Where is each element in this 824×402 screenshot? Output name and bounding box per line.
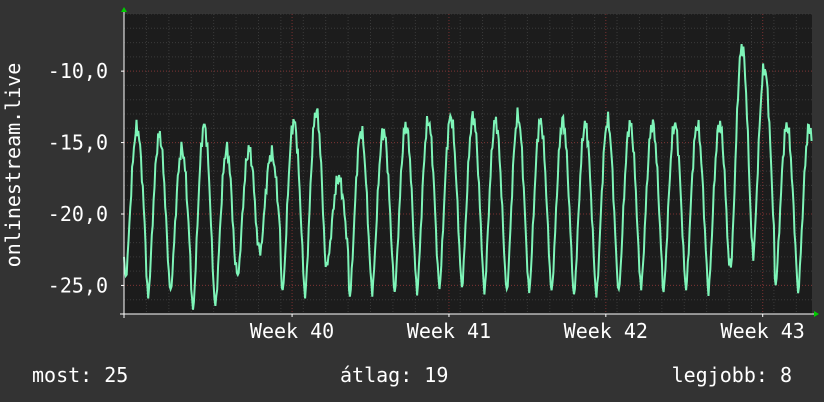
x-tick-label: Week 43 <box>721 319 805 343</box>
y-axis-arrow <box>121 7 127 12</box>
y-tick-label: -25,0 <box>48 273 108 297</box>
x-tick-labels: Week 40 Week 41 Week 42 Week 43 <box>250 319 805 343</box>
x-tick-label: Week 41 <box>407 319 491 343</box>
series-line <box>123 44 813 310</box>
average-value-stat: átlag: 19 <box>340 363 449 387</box>
x-tick-label: Week 42 <box>564 319 648 343</box>
current-value-stat: most: 25 <box>32 363 129 387</box>
y-axis-label: onlinestream.live <box>1 63 25 268</box>
x-tick-label: Week 40 <box>250 319 334 343</box>
axes <box>120 7 819 318</box>
y-tick-label: -20,0 <box>48 202 108 226</box>
y-tick-label: -10,0 <box>48 59 108 83</box>
best-value-stat: legjobb: 8 <box>671 363 792 387</box>
chart-area: -10,0 -15,0 -20,0 -25,0 Week 40 Week 41 Week … <box>1 7 819 343</box>
y-tick-labels: -10,0 -15,0 -20,0 -25,0 <box>48 59 108 297</box>
line-chart: -10,0-15,0-20,0-25,0 Week 40 Week 41 Week … <box>1 7 819 343</box>
x-axis-arrow <box>814 311 819 317</box>
y-tick-label: -15,0 <box>48 131 108 155</box>
